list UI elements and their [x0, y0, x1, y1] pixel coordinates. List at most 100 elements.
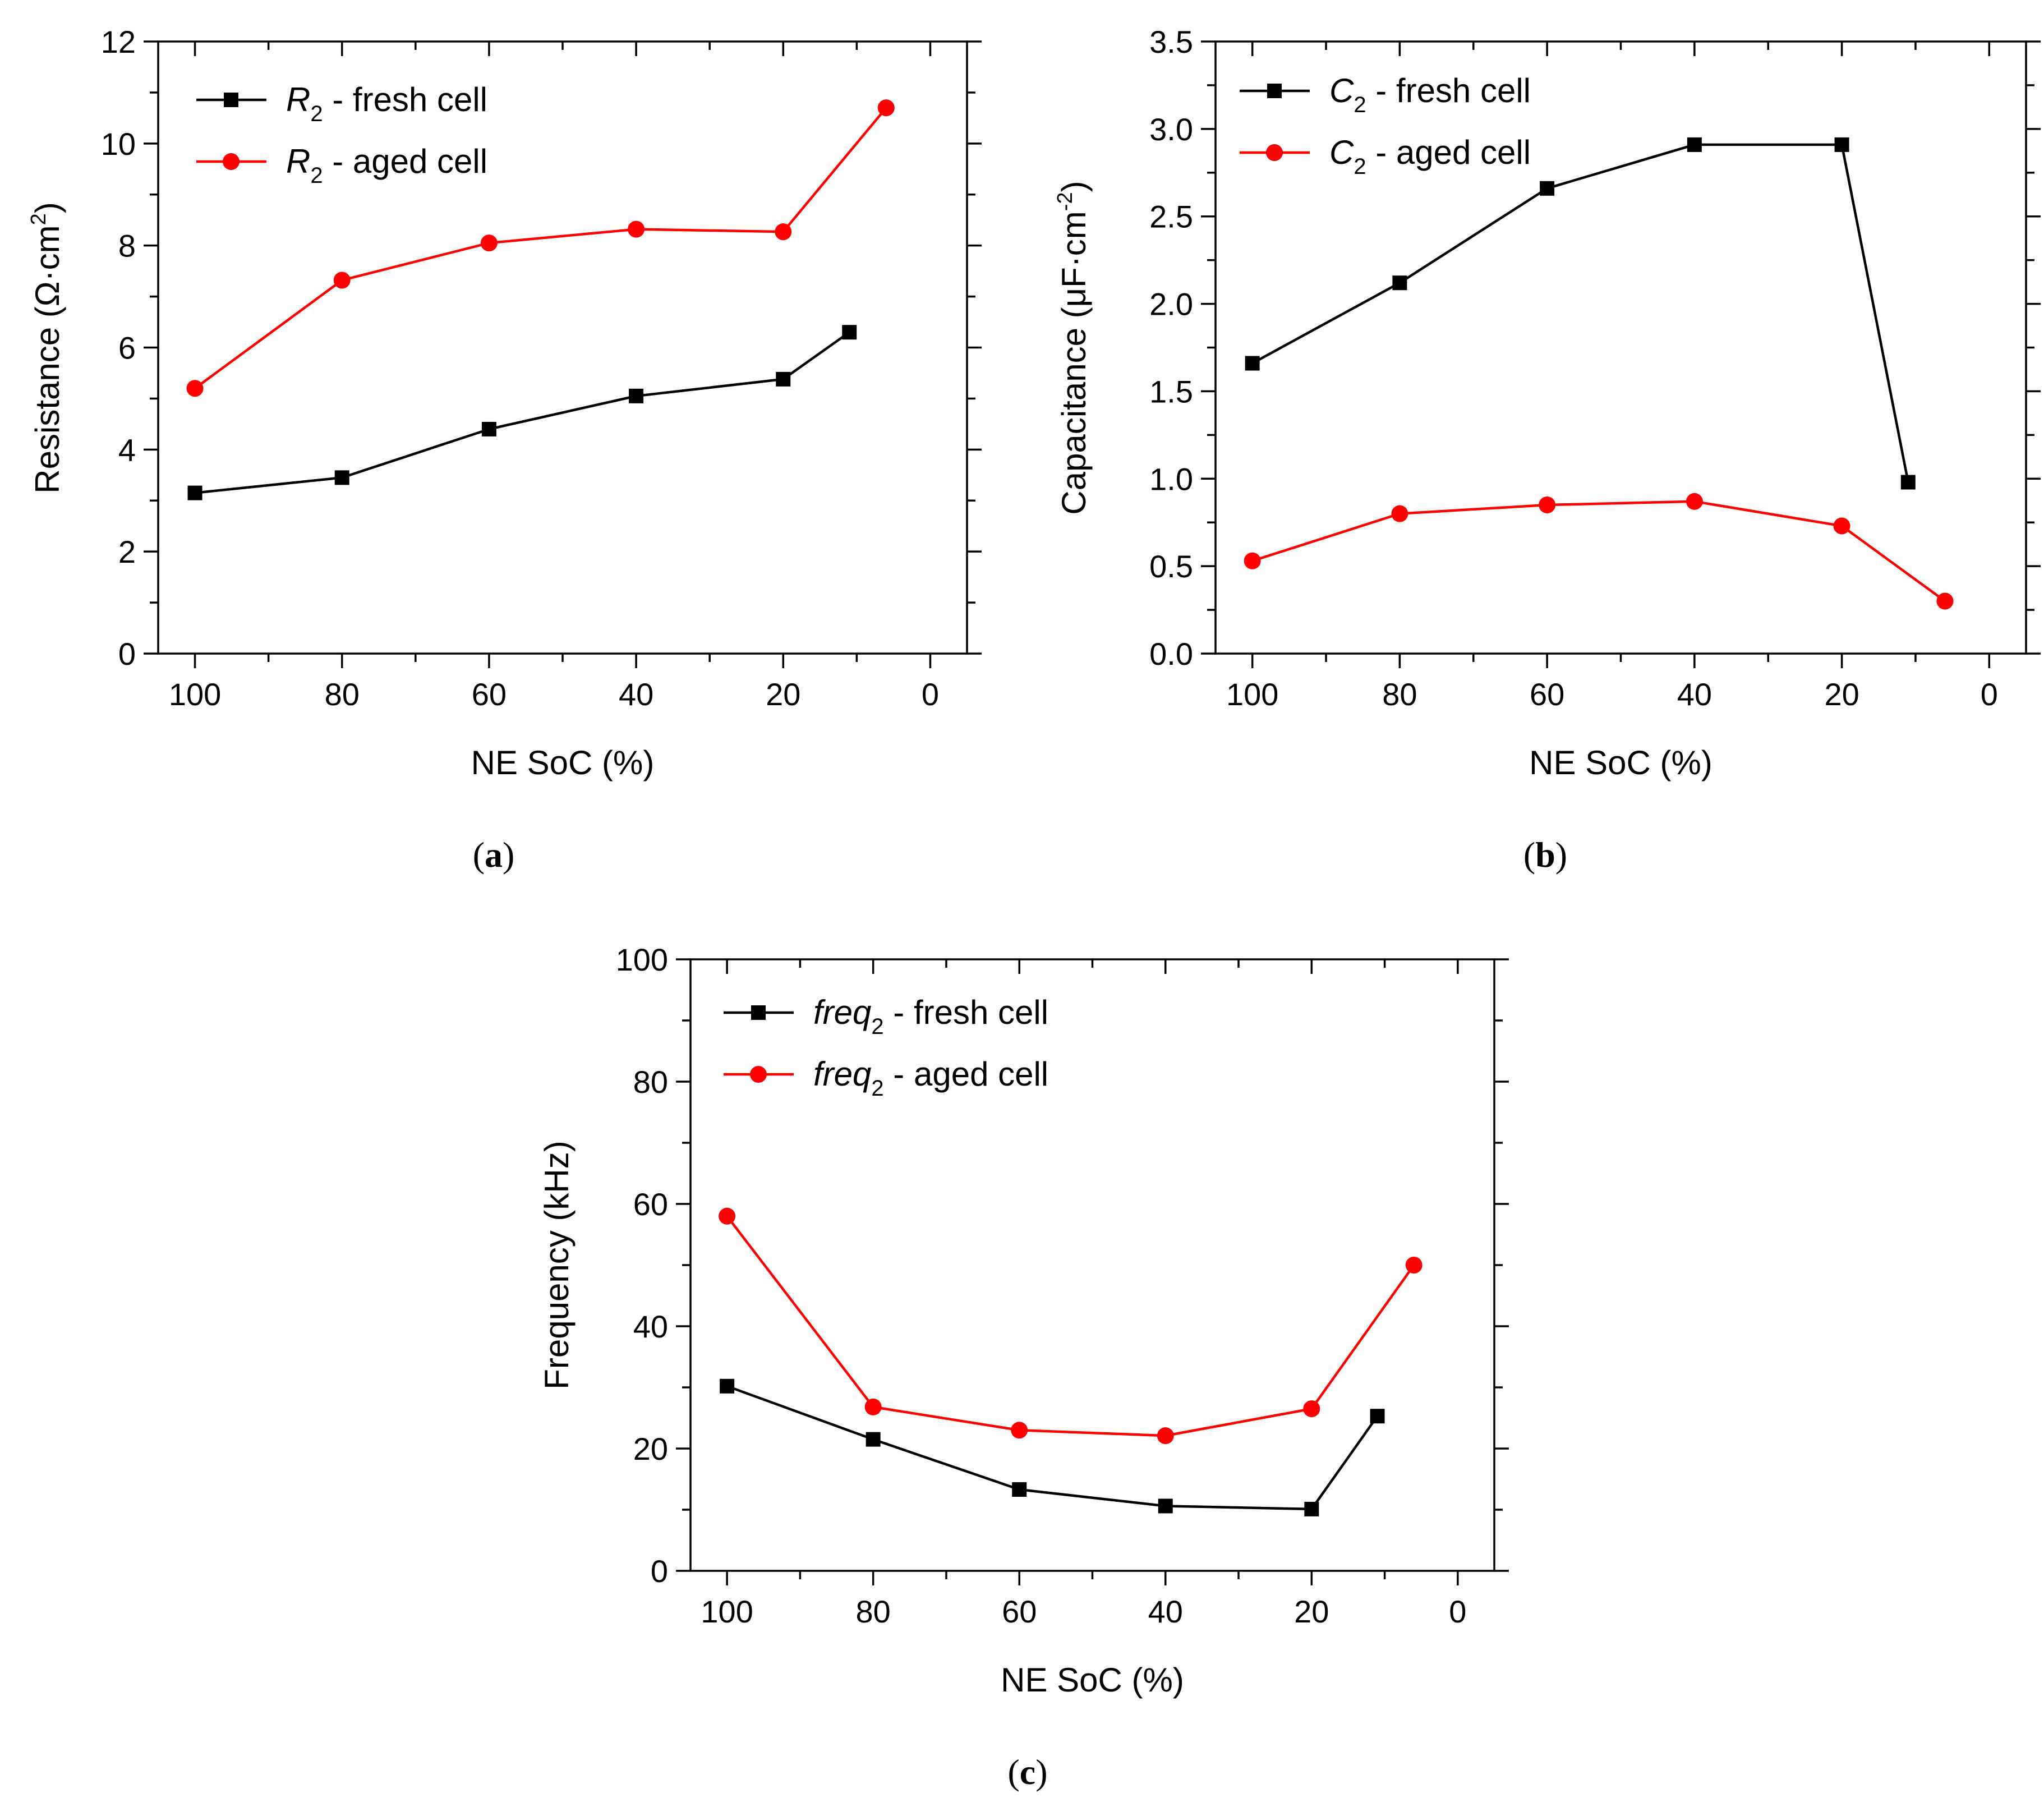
- caption-letter: b: [1535, 835, 1555, 875]
- data-point-square: [1540, 181, 1555, 196]
- legend-label: freq2 - aged cell: [813, 1055, 1048, 1101]
- legend-subscript: 2: [1354, 93, 1366, 117]
- data-point-circle: [719, 1207, 736, 1225]
- x-tick-label: 80: [325, 677, 360, 712]
- legend-text: - aged cell: [323, 142, 488, 180]
- x-tick-label: 20: [766, 677, 800, 712]
- y-tick-label: 12: [101, 24, 136, 59]
- x-tick-label: 100: [701, 1594, 753, 1629]
- y-tick-label: 4: [118, 432, 136, 467]
- data-point-square: [1158, 1498, 1173, 1514]
- x-tick-label: 100: [169, 677, 221, 712]
- legend-marker-square: [224, 93, 238, 107]
- x-tick-label: 0: [1449, 1594, 1466, 1629]
- legend-text: - fresh cell: [884, 994, 1048, 1031]
- panel-caption: (c): [1007, 1752, 1047, 1792]
- x-tick-label: 0: [922, 677, 939, 712]
- x-tick-label: 20: [1824, 677, 1859, 712]
- data-point-circle: [628, 220, 645, 238]
- y-axis-title-main: Resistance (Ω·cm: [29, 225, 66, 493]
- legend-subscript: 2: [310, 102, 323, 126]
- legend-text: - fresh cell: [1366, 72, 1531, 109]
- legend-symbol: freq: [813, 1055, 871, 1093]
- y-tick-label: 40: [633, 1309, 668, 1344]
- legend-marker-circle: [223, 153, 240, 170]
- x-tick-label: 80: [856, 1594, 891, 1629]
- legend-marker-circle: [750, 1066, 767, 1083]
- y-tick-label: 3.5: [1149, 24, 1193, 59]
- y-tick-label: 10: [101, 126, 136, 162]
- data-point-square: [187, 485, 202, 500]
- data-point-circle: [1539, 496, 1556, 514]
- data-point-square: [1245, 356, 1260, 371]
- legend-symbol: freq: [813, 994, 871, 1031]
- data-point-square: [1392, 275, 1407, 291]
- series-line: [1251, 143, 1910, 482]
- y-tick-label: 60: [633, 1187, 668, 1222]
- chart-panel-c: 100 80 60 40 20 0 0 20 40 60 80 100 NE SoC (%) Freque…: [538, 942, 1509, 1792]
- x-axis-title: NE SoC (%): [1001, 1661, 1184, 1699]
- x-tick-label: 100: [1226, 677, 1278, 712]
- data-point-circle: [1833, 517, 1850, 535]
- legend-symbol: R: [286, 142, 310, 180]
- caption-close-paren: ): [1555, 835, 1567, 875]
- x-tick-label: 60: [472, 677, 507, 712]
- y-tick-label: 1.0: [1149, 461, 1193, 496]
- series-line: [194, 107, 887, 390]
- data-point-circle: [1936, 592, 1954, 610]
- y-axis-title-end: ): [1055, 181, 1093, 192]
- x-tick-label: 40: [1148, 1594, 1183, 1629]
- y-axis-title: Capacitance (μF·cm-2): [1053, 181, 1093, 514]
- legend-subscript: 2: [1354, 154, 1366, 179]
- data-point-circle: [1244, 552, 1261, 569]
- series-fresh: [187, 325, 857, 500]
- legend-label: R2 - aged cell: [286, 142, 487, 188]
- y-axis-title-end: ): [29, 202, 66, 213]
- y-axis-title-main: Frequency (kHz): [538, 1141, 576, 1389]
- series-line: [726, 1215, 1415, 1437]
- caption-open-paren: (: [473, 835, 485, 875]
- caption-close-paren: ): [1035, 1752, 1047, 1792]
- plot-frame: [157, 40, 968, 655]
- data-point-square: [1834, 137, 1849, 152]
- legend-marker-square: [751, 1005, 766, 1020]
- legend-symbol: C: [1329, 72, 1354, 109]
- data-point-square: [842, 325, 857, 340]
- y-tick-label: 0: [118, 636, 136, 672]
- legend-label: freq2 - fresh cell: [813, 994, 1048, 1039]
- data-point-circle: [864, 1398, 882, 1415]
- legend-subscript: 2: [871, 1076, 883, 1101]
- caption-open-paren: (: [1007, 1752, 1019, 1792]
- legend-marker-circle: [1266, 144, 1283, 161]
- data-point-square: [334, 470, 349, 485]
- legend-text: - aged cell: [884, 1055, 1049, 1093]
- y-axis-title: Frequency (kHz): [538, 1141, 576, 1389]
- caption-letter: a: [485, 835, 503, 875]
- legend-text: - fresh cell: [323, 81, 487, 118]
- y-tick-label: 20: [633, 1431, 668, 1466]
- x-axis-title: NE SoC (%): [1529, 744, 1712, 781]
- panel-caption: (b): [1523, 835, 1567, 875]
- series-line: [726, 1385, 1379, 1511]
- y-tick-label: 2.0: [1149, 287, 1193, 322]
- data-point-square: [1370, 1409, 1385, 1424]
- chart-panel-a: 100 80 60 40 20 0 0 2 4 6 8 10 12 NE SoC (%) Resistanc…: [27, 24, 982, 875]
- series-aged: [186, 99, 895, 397]
- series-line: [195, 331, 850, 494]
- x-axis-title: NE SoC (%): [471, 744, 655, 781]
- data-point-square: [1304, 1501, 1319, 1516]
- data-point-circle: [1157, 1427, 1174, 1445]
- y-tick-label: 3.0: [1149, 112, 1193, 147]
- data-point-circle: [775, 223, 792, 241]
- y-tick-label: 0.5: [1149, 549, 1193, 584]
- legend: R2 - fresh cell R2 - aged cell: [196, 81, 487, 188]
- y-tick-label: 1.5: [1149, 374, 1193, 409]
- data-point-square: [481, 421, 496, 436]
- data-point-circle: [1011, 1422, 1028, 1439]
- legend-label: C2 - fresh cell: [1329, 72, 1531, 117]
- data-point-circle: [333, 272, 351, 289]
- series-fresh: [720, 1378, 1385, 1516]
- data-point-square: [1012, 1482, 1027, 1497]
